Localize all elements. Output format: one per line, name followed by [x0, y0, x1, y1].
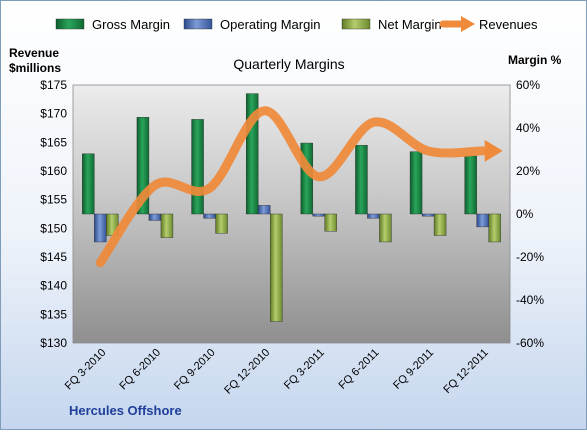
left-tick-label: $145	[40, 250, 67, 264]
revenues-arrowhead	[484, 139, 503, 162]
legend-swatch-operating-margin	[183, 18, 213, 30]
left-tick-label: $160	[40, 164, 67, 178]
operating-margin-bar	[476, 213, 489, 228]
legend-label: Net Margin	[378, 17, 442, 32]
company-label: Hercules Offshore	[69, 403, 182, 418]
right-tick-label: -20%	[516, 250, 544, 264]
right-tick-label: 20%	[516, 164, 540, 178]
legend: Gross Margin Operating Margin Net Margin Re…	[55, 16, 538, 32]
legend-label: Gross Margin	[92, 17, 170, 32]
right-tick-label: 60%	[516, 78, 540, 92]
left-axis-label-line2: $millions	[9, 61, 61, 75]
category-tick-label: FQ 12-2010	[222, 347, 272, 397]
net-margin-bar	[324, 213, 338, 232]
chart-title: Quarterly Margins	[233, 56, 344, 72]
left-axis-ticks: $130 $135 $140 $145 $150 $155 $160 $165 $170 $175	[40, 78, 67, 350]
revenue-line	[95, 106, 503, 268]
operating-margin-bar	[148, 213, 162, 221]
category-labels: FQ 3-2010 FQ 6-2010 FQ 9-2010 FQ 12-2010 FQ …	[63, 347, 491, 397]
right-axis-label: Margin %	[508, 53, 562, 67]
category-tick-label: FQ 3-2010	[63, 347, 109, 393]
category-tick-label: FQ 9-2010	[172, 347, 218, 393]
left-tick-label: $140	[40, 279, 67, 293]
left-tick-label: $165	[40, 135, 67, 149]
right-axis-ticks: -60% -40% -20% 0% 20% 40% 60%	[516, 78, 544, 350]
left-tick-label: $175	[40, 78, 67, 92]
legend-arrowhead	[461, 16, 475, 32]
left-tick-label: $170	[40, 107, 67, 121]
net-margin-bar	[433, 213, 447, 236]
net-margin-bar	[379, 213, 392, 243]
category-tick-label: FQ 6-2010	[117, 347, 163, 393]
right-tick-label: -40%	[516, 293, 544, 307]
left-tick-label: $150	[40, 221, 67, 235]
gross-margin-bar	[409, 151, 423, 215]
operating-margin-bar	[94, 213, 107, 243]
left-tick-label: $135	[40, 307, 67, 321]
left-tick-label: $130	[40, 336, 67, 350]
right-tick-label: 0%	[516, 207, 534, 221]
net-margin-bar	[215, 213, 228, 234]
category-tick-label: FQ 9-2011	[391, 347, 436, 392]
gross-margin-bar	[191, 119, 204, 215]
gross-margin-bar	[355, 144, 368, 215]
gross-margin-bar	[464, 155, 477, 215]
operating-margin-bar	[312, 213, 326, 217]
left-axis-label-line1: Revenue	[9, 46, 59, 60]
right-tick-label: -60%	[516, 336, 544, 350]
net-margin-bar	[488, 213, 501, 243]
net-margin-bar	[160, 213, 174, 238]
left-tick-label: $155	[40, 193, 67, 207]
operating-margin-bar	[203, 213, 216, 219]
category-tick-label: FQ 12-2011	[441, 347, 490, 396]
operating-margin-bar	[367, 213, 380, 219]
operating-margin-bar	[257, 205, 271, 215]
operating-margin-bar	[421, 213, 435, 217]
category-tick-label: FQ 3-2011	[282, 347, 327, 392]
category-tick-label: FQ 6-2011	[336, 347, 381, 392]
net-margin-bar	[269, 213, 283, 322]
legend-swatch-gross-margin	[55, 18, 85, 30]
legend-swatch-net-margin	[341, 18, 371, 30]
revenues-series-line	[95, 106, 488, 268]
right-tick-label: 40%	[516, 121, 540, 135]
legend-label: Operating Margin	[220, 17, 320, 32]
gross-margin-bar	[82, 153, 95, 215]
legend-label: Revenues	[479, 17, 538, 32]
